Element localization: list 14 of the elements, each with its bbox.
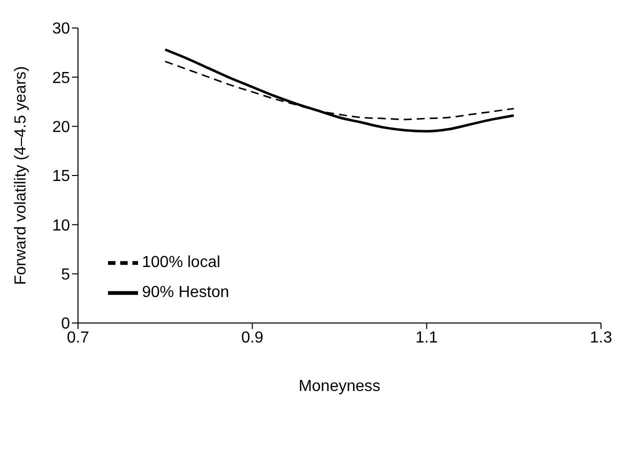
- x-tick-label: 1.1: [416, 329, 438, 346]
- legend-label: 90% Heston: [142, 284, 230, 302]
- y-tick-label: 20: [52, 119, 70, 136]
- y-tick-label: 15: [52, 168, 70, 186]
- y-tick-label: 5: [61, 266, 70, 284]
- x-axis-title: Moneyness: [298, 378, 380, 395]
- y-axis-title: Forward volatility (4–4.5 years): [12, 66, 30, 285]
- y-tick-label: 30: [52, 20, 70, 38]
- legend-label: 100% local: [142, 254, 220, 272]
- x-tick-label: 1.3: [590, 329, 612, 346]
- x-tick-label: 0.9: [241, 329, 264, 346]
- y-tick-label: 25: [52, 70, 70, 87]
- y-tick-label: 10: [52, 217, 70, 234]
- line-series: [164, 48, 516, 132]
